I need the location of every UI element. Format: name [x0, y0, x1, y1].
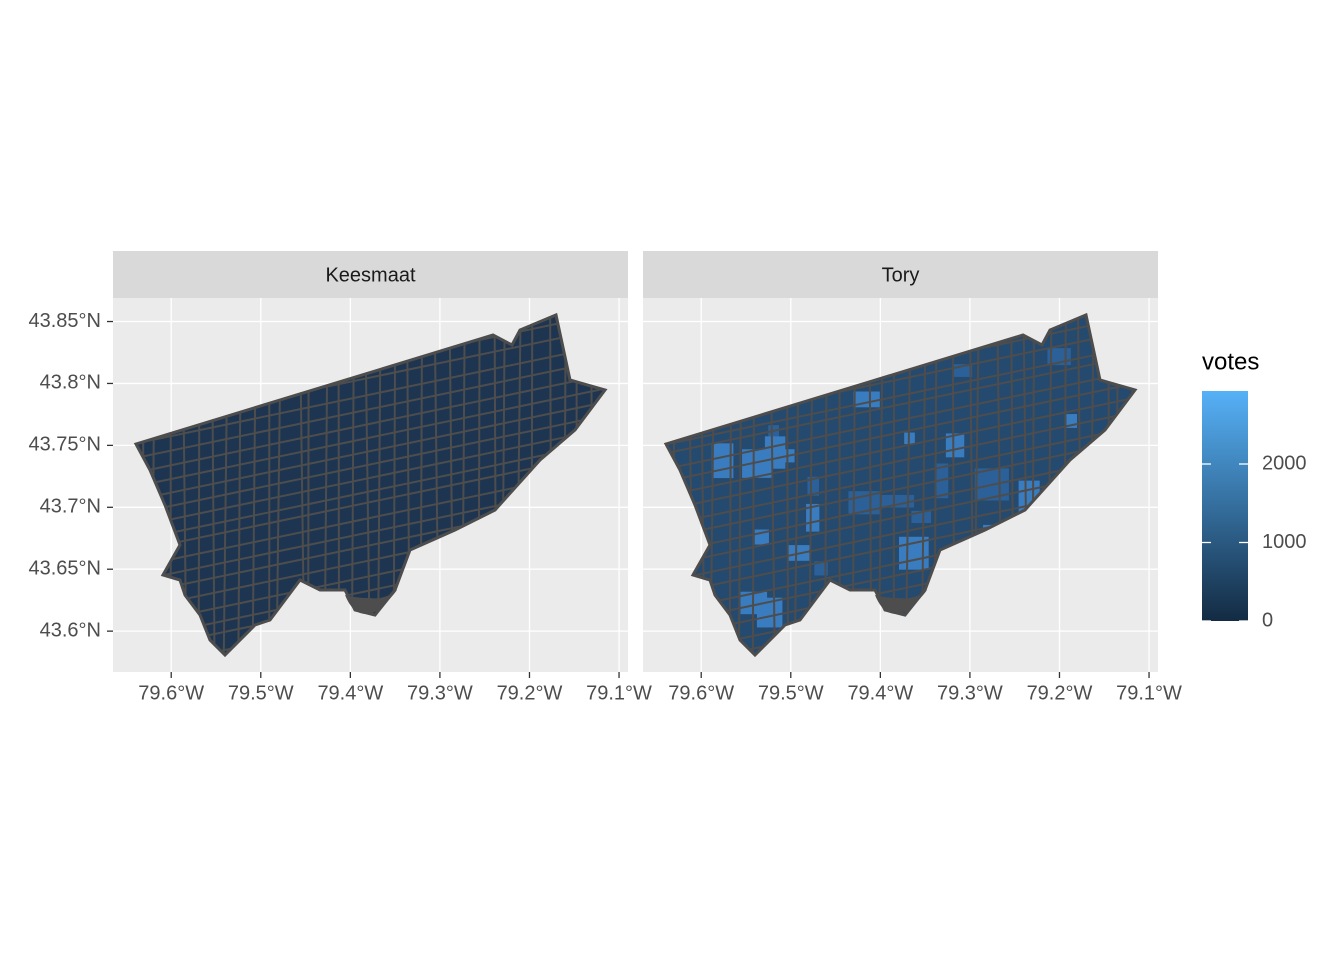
x-tick-label: 79.6°W [138, 682, 204, 704]
x-tick-label: 79.2°W [497, 682, 563, 704]
y-tick-label: 43.7°N [40, 496, 101, 518]
facet-label: Tory [882, 264, 920, 286]
x-tick-label: 79.6°W [668, 682, 734, 704]
x-tick-label: 79.1°W [586, 682, 652, 704]
y-tick-label: 43.75°N [29, 434, 102, 456]
colorbar [1202, 391, 1248, 621]
x-tick-label: 79.1°W [1116, 682, 1182, 704]
legend-label: 1000 [1262, 531, 1307, 553]
legend-title: votes [1202, 348, 1259, 375]
legend-label: 2000 [1262, 452, 1307, 474]
legend-label: 0 [1262, 609, 1273, 631]
x-tick-label: 79.3°W [937, 682, 1003, 704]
x-tick-label: 79.5°W [758, 682, 824, 704]
y-tick-label: 43.65°N [29, 557, 102, 579]
x-tick-label: 79.5°W [228, 682, 294, 704]
x-tick-label: 79.2°W [1027, 682, 1093, 704]
x-tick-label: 79.4°W [317, 682, 383, 704]
x-tick-label: 79.3°W [407, 682, 473, 704]
x-tick-label: 79.4°W [847, 682, 913, 704]
y-tick-label: 43.85°N [29, 310, 102, 332]
facet-label: Keesmaat [325, 264, 415, 286]
y-tick-label: 43.8°N [40, 372, 101, 394]
y-tick-label: 43.6°N [40, 619, 101, 641]
